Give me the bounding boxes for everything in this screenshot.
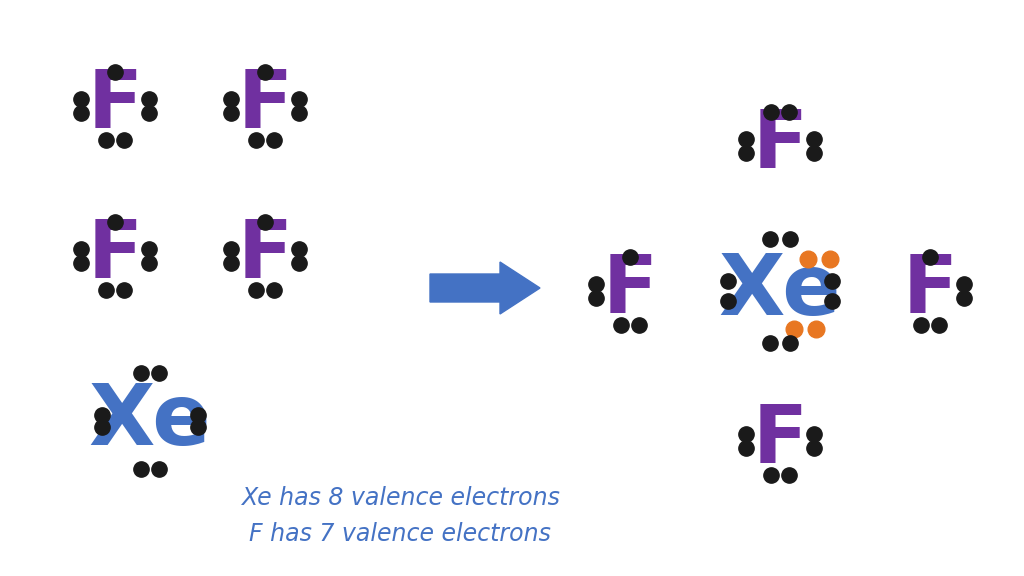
FancyArrow shape	[430, 262, 540, 314]
Text: Xe: Xe	[89, 380, 211, 463]
Text: F: F	[753, 402, 808, 480]
Text: F: F	[87, 67, 142, 145]
Text: F: F	[238, 217, 293, 295]
Text: F has 7 valence electrons: F has 7 valence electrons	[249, 522, 551, 546]
Text: F: F	[87, 217, 142, 295]
Text: Xe: Xe	[719, 249, 842, 332]
Text: F: F	[753, 107, 808, 185]
Text: F: F	[902, 252, 957, 330]
Text: F: F	[238, 67, 293, 145]
Text: Xe has 8 valence electrons: Xe has 8 valence electrons	[241, 486, 559, 510]
Text: F: F	[602, 252, 657, 330]
